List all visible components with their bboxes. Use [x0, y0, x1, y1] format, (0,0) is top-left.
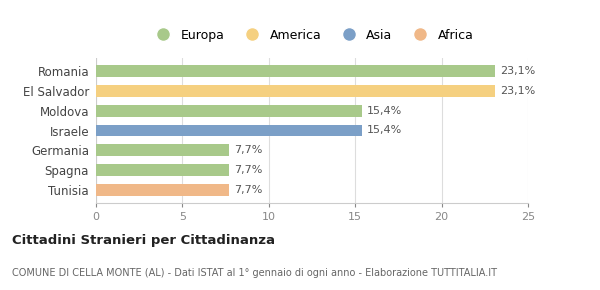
- Bar: [96, 144, 229, 157]
- Text: COMUNE DI CELLA MONTE (AL) - Dati ISTAT al 1° gennaio di ogni anno - Elaborazion: COMUNE DI CELLA MONTE (AL) - Dati ISTAT …: [12, 267, 497, 278]
- Bar: [96, 104, 362, 117]
- Legend: Europa, America, Asia, Africa: Europa, America, Asia, Africa: [146, 24, 478, 47]
- Bar: [96, 164, 229, 176]
- Text: 23,1%: 23,1%: [500, 66, 536, 76]
- Bar: [96, 124, 362, 137]
- Text: 23,1%: 23,1%: [500, 86, 536, 96]
- Text: 15,4%: 15,4%: [367, 126, 403, 135]
- Bar: [96, 85, 495, 97]
- Text: Cittadini Stranieri per Cittadinanza: Cittadini Stranieri per Cittadinanza: [12, 234, 275, 246]
- Text: 7,7%: 7,7%: [234, 165, 263, 175]
- Text: 15,4%: 15,4%: [367, 106, 403, 115]
- Bar: [96, 184, 229, 196]
- Bar: [96, 65, 495, 77]
- Text: 7,7%: 7,7%: [234, 185, 263, 195]
- Text: 7,7%: 7,7%: [234, 146, 263, 155]
